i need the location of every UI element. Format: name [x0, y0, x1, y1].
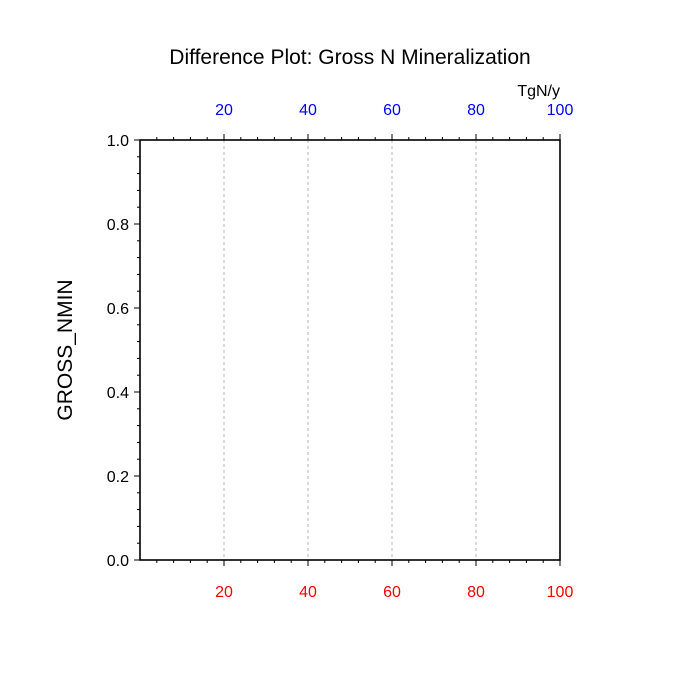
tick-label-layer: 20 20 40 40 60 60 80 80 100 100 0.0 0.2 0.4 0.6 0.8 1.0	[107, 102, 574, 601]
x-bottom-tick-label: 100	[547, 584, 574, 601]
y-tick-label: 0.6	[107, 301, 129, 318]
y-tick-label: 0.0	[107, 553, 129, 570]
grid-layer	[223, 140, 477, 560]
chart-title: Difference Plot: Gross N Mineralization	[169, 46, 530, 69]
y-tick-label: 0.8	[107, 217, 129, 234]
x-bottom-tick-label: 60	[383, 584, 401, 601]
x-bottom-tick-label: 40	[299, 584, 317, 601]
x-top-tick-label: 40	[299, 102, 317, 119]
top-axis-units: TgN/y	[517, 83, 560, 100]
y-tick-label: 1.0	[107, 133, 129, 150]
plot-frame	[139, 139, 561, 561]
y-tick-label: 0.4	[107, 385, 129, 402]
y-tick-label: 0.2	[107, 469, 129, 486]
tick-layer	[134, 134, 561, 566]
x-top-tick-label: 80	[467, 102, 485, 119]
x-top-tick-label: 20	[215, 102, 233, 119]
x-bottom-tick-label: 80	[467, 584, 485, 601]
x-top-tick-label: 60	[383, 102, 401, 119]
y-axis-label: GROSS_NMIN	[54, 279, 77, 420]
x-bottom-tick-label: 20	[215, 584, 233, 601]
x-top-tick-label: 100	[547, 102, 574, 119]
